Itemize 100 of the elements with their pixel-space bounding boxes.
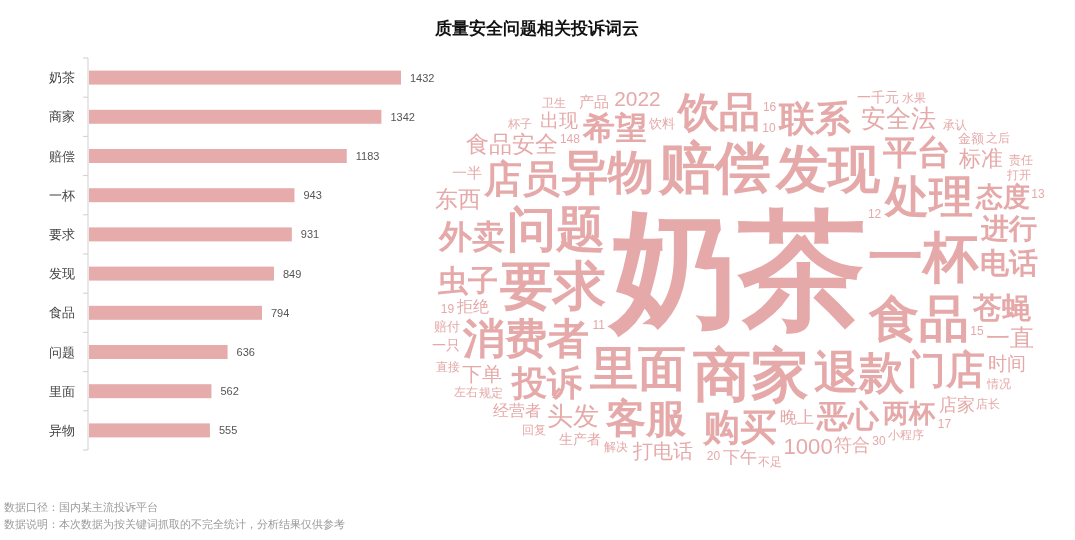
y-tick-label: 发现 [49, 266, 75, 282]
category-label: 下单 [462, 362, 503, 385]
bar [89, 266, 274, 281]
category-label: 发现 [773, 139, 881, 198]
category-label: 11 [592, 317, 606, 332]
category-label: 赔偿 [657, 135, 771, 199]
data-label: 636 [236, 346, 255, 358]
bar [89, 384, 212, 399]
category-label: 情况 [986, 376, 1012, 391]
category-label: 卫生 [541, 95, 566, 110]
category-label: 17 [937, 417, 952, 432]
category-label: 10 [762, 121, 776, 136]
category-label: 恶心 [815, 398, 880, 434]
category-label: 出现 [539, 109, 578, 131]
y-tick-label: 奶茶 [49, 70, 75, 86]
category-label: 赔付 [433, 318, 460, 334]
category-label: 食品安全 [465, 131, 558, 158]
category-label: 里面 [589, 342, 686, 395]
category-label: 回复 [522, 423, 546, 438]
bar [89, 227, 292, 242]
text: 质量安全问题相关投诉词云 [434, 19, 639, 38]
category-label: 电话 [980, 246, 1038, 279]
category-label: 一直 [985, 324, 1034, 352]
category-label: 店员 [482, 157, 560, 200]
category-label: 店家 [938, 394, 975, 415]
bar [89, 109, 382, 124]
y-tick-label: 异物 [49, 422, 75, 438]
data-label: 1432 [410, 71, 435, 84]
category-label: 虫子 [437, 263, 499, 297]
bar [89, 345, 228, 359]
category-label: 一千元 [857, 88, 900, 105]
category-label: 拒绝 [455, 296, 489, 315]
category-label: 消费者 [461, 315, 589, 362]
category-label: 安全法 [861, 105, 937, 133]
category-label: 客服 [604, 395, 687, 440]
text: 数据说明：本次数据为按关键词抓取的不完全统计，分析结果仅供参考 [4, 518, 345, 530]
bar [89, 188, 295, 203]
category-label: 不足 [758, 454, 783, 469]
data-label: 794 [270, 306, 290, 319]
category-label: 投诉 [509, 362, 583, 402]
bar [89, 423, 210, 438]
category-label: 左右 [453, 385, 478, 400]
category-label: 打电话 [632, 440, 694, 463]
data-label: 849 [282, 267, 302, 280]
category-label: 承认 [942, 117, 967, 132]
category-label: 东西 [435, 186, 482, 213]
y-tick-label: 商家 [49, 109, 75, 125]
data-label: 931 [300, 228, 320, 241]
category-label: 联系 [777, 98, 852, 139]
category-label: 店长 [976, 396, 1001, 411]
y-tick-label: 一杯 [49, 187, 75, 203]
data-label: 943 [303, 189, 322, 202]
category-label: 符合 [833, 435, 870, 456]
category-label: 责任 [1008, 152, 1033, 167]
category-label: 饮品 [676, 89, 761, 136]
category-label: 标准 [958, 147, 1004, 172]
category-label: 之后 [986, 130, 1010, 145]
category-label: 食品 [868, 289, 970, 347]
category-label: 16 [762, 99, 777, 114]
category-label: 小程序 [887, 428, 924, 443]
y-tick-label: 赔偿 [49, 148, 75, 164]
category-label: 产品 [579, 94, 609, 111]
category-label: 进行 [979, 212, 1037, 244]
category-label: 一半 [451, 164, 482, 182]
category-label: 解决 [603, 440, 628, 455]
category-label: 15 [970, 324, 984, 339]
data-label: 1183 [355, 150, 380, 162]
category-label: 下午 [722, 448, 757, 467]
text: 数据口径：国内某主流投诉平台 [4, 501, 158, 513]
category-label: 问题 [506, 201, 605, 256]
category-label: 要求 [499, 255, 606, 315]
bar [89, 70, 401, 85]
category-label: 经营者 [493, 402, 542, 420]
category-label: 外卖 [437, 217, 505, 255]
category-label: 杯子 [506, 117, 532, 132]
category-label: 一只 [432, 338, 460, 354]
category-label: 20 [706, 448, 721, 463]
category-label: 148 [559, 132, 581, 146]
category-label: 13 [1031, 186, 1045, 201]
data-label: 1342 [390, 110, 415, 123]
category-label: 门店 [906, 347, 985, 391]
data-label: 562 [220, 385, 239, 398]
y-tick-label: 食品 [49, 305, 75, 321]
category-label: 异物 [561, 146, 654, 199]
category-label: 购买 [702, 406, 778, 448]
category-label: 直接 [435, 360, 460, 375]
category-label: 金额 [958, 132, 985, 147]
category-label: 30 [872, 433, 886, 448]
category-label: 态度 [975, 182, 1031, 213]
category-label: 苍蝇 [971, 290, 1032, 324]
y-tick-label: 里面 [49, 383, 75, 399]
category-label: 希望 [581, 110, 647, 147]
category-label: 奶茶 [607, 198, 866, 342]
category-label: 19 [440, 302, 455, 316]
y-tick-label: 要求 [49, 226, 75, 242]
category-label: 晚上 [780, 407, 815, 427]
category-label: 饮料 [647, 116, 675, 132]
y-tick-label: 问题 [49, 344, 75, 360]
category-label: 水果 [901, 90, 926, 105]
data-label: 555 [218, 424, 238, 437]
